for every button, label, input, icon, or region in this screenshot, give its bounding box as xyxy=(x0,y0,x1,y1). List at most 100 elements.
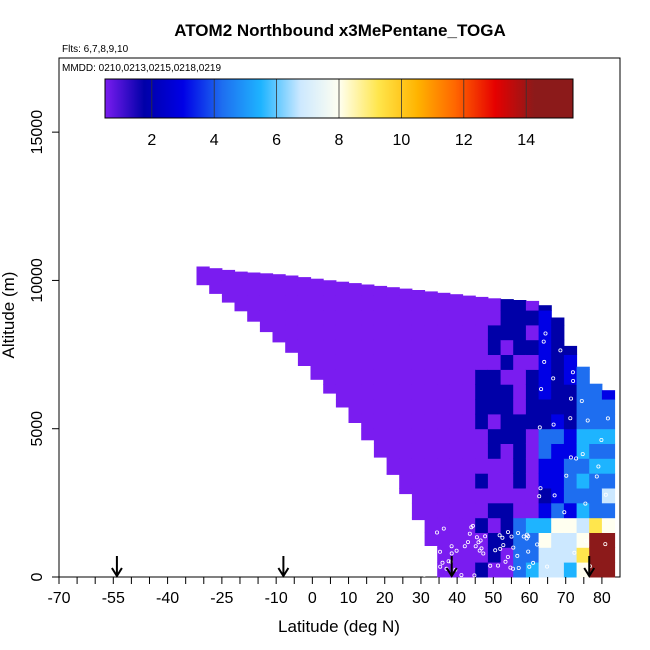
heatmap-cell xyxy=(475,369,489,385)
heatmap-cell xyxy=(538,310,552,326)
heatmap-cell xyxy=(323,384,337,394)
heatmap-cell xyxy=(361,369,375,385)
heatmap-cell xyxy=(538,354,552,370)
sample-point xyxy=(511,545,516,550)
x-axis-label: Latitude (deg N) xyxy=(278,617,400,636)
heatmap-cell xyxy=(348,384,362,400)
heatmap-cell xyxy=(500,310,514,326)
heatmap-cell xyxy=(437,399,451,415)
heatmap-cell xyxy=(247,272,261,281)
heatmap-cell xyxy=(449,369,464,385)
heatmap-cell xyxy=(348,354,362,370)
heatmap-cell xyxy=(576,502,590,519)
heatmap-cell xyxy=(424,291,438,296)
heatmap-cell xyxy=(538,305,552,311)
heatmap-cell xyxy=(576,458,590,474)
heatmap-cell xyxy=(272,280,286,296)
heatmap-cell xyxy=(411,502,426,519)
heatmap-cell xyxy=(500,324,514,341)
sample-point xyxy=(462,544,467,549)
heatmap-cell xyxy=(361,413,375,430)
heatmap-cell xyxy=(259,295,274,311)
y-tick-label: 0 xyxy=(29,572,46,581)
heatmap-cell xyxy=(563,354,578,370)
heatmap-cell xyxy=(475,324,489,341)
heatmap-cell xyxy=(538,413,552,430)
heatmap-cell xyxy=(513,443,527,459)
heatmap-cell xyxy=(373,285,388,296)
heatmap-cell xyxy=(424,354,438,370)
heatmap-cell xyxy=(500,369,514,385)
x-tick-label: 20 xyxy=(376,590,394,607)
heatmap-cell xyxy=(475,458,489,474)
heatmap-cell xyxy=(487,458,502,474)
heatmap-cell xyxy=(551,428,565,444)
heatmap-cell xyxy=(551,562,565,578)
heatmap-cell xyxy=(323,369,337,385)
heatmap-cell xyxy=(487,517,502,533)
x-axis: -70 -55 -40 -25 -10 0 10 20 30 40 50 60 70 80 xyxy=(47,577,611,607)
heatmap-cell xyxy=(601,517,616,533)
heatmap-cell xyxy=(475,562,489,578)
colorbar-segment xyxy=(222,79,262,118)
heatmap-cell xyxy=(399,310,413,326)
heatmap-cell xyxy=(449,294,464,296)
heatmap-cell xyxy=(449,488,464,504)
colorbar-tick-label: 8 xyxy=(335,132,344,149)
chart-title: ATOM2 Northbound x3MePentane_TOGA xyxy=(174,21,506,40)
heatmap-cell xyxy=(386,339,400,355)
heatmap-cell xyxy=(538,324,552,341)
sample-point xyxy=(446,559,451,564)
heatmap-cell xyxy=(563,384,578,400)
sample-point xyxy=(434,530,439,535)
heatmap-cell xyxy=(525,300,540,311)
heatmap-cell xyxy=(513,473,527,489)
heatmap-cell xyxy=(335,369,350,385)
heatmap-cell xyxy=(487,428,502,444)
colorbar-segment xyxy=(183,79,223,118)
heatmap-cell xyxy=(500,443,514,459)
heatmap-cell xyxy=(563,562,578,578)
heatmap-cell xyxy=(475,413,489,430)
mmdd-label: MMDD: 0210,0213,0215,0218,0219 xyxy=(62,63,221,74)
heatmap-cell xyxy=(335,339,350,355)
heatmap-cell xyxy=(310,280,324,296)
heatmap-cell xyxy=(551,458,565,474)
heatmap-cell xyxy=(310,278,324,281)
sample-point xyxy=(541,339,546,344)
heatmap-cell xyxy=(487,384,502,400)
heatmap-cell xyxy=(424,413,438,430)
heatmap-cell xyxy=(323,280,337,296)
heatmap-cell xyxy=(500,517,514,533)
heatmap-cell xyxy=(437,458,451,474)
colorbar-segment xyxy=(456,79,496,118)
heatmap-cell xyxy=(449,354,464,370)
heatmap-cell xyxy=(348,324,362,341)
heatmap-cell xyxy=(411,339,426,355)
heatmap-cell xyxy=(500,384,514,400)
heatmap-cell xyxy=(487,532,502,548)
heatmap-cell xyxy=(538,547,552,563)
heatmap-cell xyxy=(297,295,312,311)
heatmap-cell xyxy=(576,488,590,504)
heatmap-cell xyxy=(525,428,540,444)
heatmap-cell xyxy=(538,562,552,578)
heatmap-cell xyxy=(399,473,413,489)
heatmap-cell xyxy=(386,287,400,296)
heatmap-cell xyxy=(373,295,388,311)
heatmap-cell xyxy=(500,413,514,430)
x-tick-label: 50 xyxy=(484,590,502,607)
sample-point xyxy=(498,546,503,551)
heatmap-cell xyxy=(335,384,350,400)
heatmap-cell xyxy=(424,295,438,311)
heatmap-cell xyxy=(538,517,552,533)
heatmap-cell xyxy=(525,354,540,370)
heatmap-cell xyxy=(551,399,565,415)
heatmap-cell xyxy=(551,502,565,519)
heatmap-cell xyxy=(563,547,578,563)
heatmap-cell xyxy=(297,354,312,366)
heatmap-cell xyxy=(601,413,616,430)
heatmap-cell xyxy=(500,354,514,370)
heatmap-cell xyxy=(411,428,426,444)
heatmap-cell xyxy=(525,369,540,385)
